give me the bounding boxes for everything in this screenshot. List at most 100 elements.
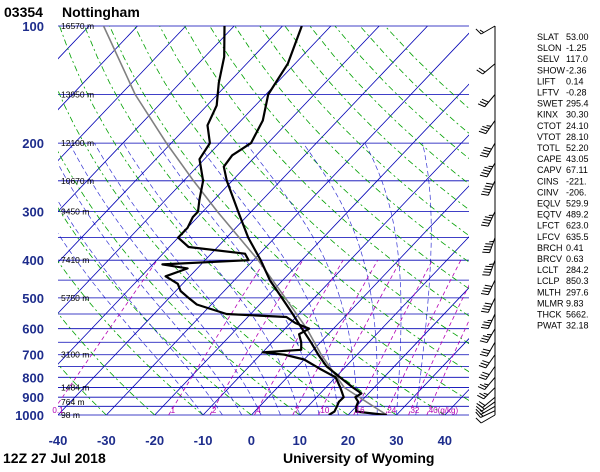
height-label: 10670 m — [61, 176, 94, 186]
mixing-ratio-line — [254, 259, 344, 415]
wind-barb-feather — [482, 308, 490, 311]
index-name: LCLT — [537, 265, 559, 275]
mixing-ratio-label: 10 — [320, 406, 329, 415]
index-value: 623.0 — [566, 221, 589, 231]
wind-barb-feather — [478, 401, 486, 406]
wind-barb-feather — [484, 146, 492, 150]
index-value: -1.25 — [566, 43, 587, 53]
wind-barb-feather — [485, 243, 493, 245]
wind-barb — [479, 142, 496, 158]
mixing-ratio-line — [408, 284, 469, 415]
wind-barb-feather — [479, 353, 488, 357]
wind-barb-staff — [487, 313, 496, 329]
index-value: 284.2 — [566, 265, 589, 275]
mixing-ratio-line — [426, 319, 469, 415]
index-value: -221. — [566, 176, 587, 186]
index-value: 489.2 — [566, 210, 589, 220]
wind-barb-feather — [481, 98, 489, 103]
pressure-tick-label: 600 — [22, 322, 44, 337]
wind-barb-feather — [482, 360, 490, 364]
index-value: 297.6 — [566, 287, 589, 297]
wind-barb-feather — [482, 348, 491, 352]
index-name: LFCV — [537, 232, 560, 242]
wind-barb-staff — [486, 328, 496, 343]
dry-adiabat-line — [58, 89, 349, 415]
isotherm-line — [58, 26, 187, 162]
mixing-ratio-line — [58, 259, 158, 405]
mixing-ratio-lines — [58, 259, 469, 415]
wind-barb — [477, 387, 496, 400]
index-name: THCK — [537, 310, 562, 320]
wind-barb-feather — [480, 326, 489, 329]
dry-adiabat-line — [309, 26, 469, 185]
isotherm-line — [299, 236, 469, 415]
wind-barb-feather — [480, 224, 489, 227]
index-name: LCLP — [537, 276, 560, 286]
parcel-trace — [102, 26, 388, 415]
index-value: -0.28 — [566, 88, 587, 98]
wind-barb-feather — [482, 190, 490, 194]
pressure-tick-label: 500 — [22, 291, 44, 306]
isotherm-line — [58, 26, 235, 213]
height-label: 5750 m — [61, 293, 89, 303]
dry-adiabat-line — [58, 363, 107, 415]
index-value: -2.36 — [566, 65, 587, 75]
wind-barb — [476, 63, 496, 75]
height-label: 764 m — [61, 397, 85, 407]
temperature-tick-label: 30 — [389, 433, 403, 448]
index-value: 0.63 — [566, 254, 584, 264]
wind-barb-feather — [483, 248, 491, 251]
index-value: -206. — [566, 187, 587, 197]
isotherm-line — [202, 134, 469, 415]
wind-barb — [475, 401, 496, 412]
dry-adiabat-line — [58, 207, 252, 415]
wind-barb-staff — [486, 162, 496, 178]
moist-adiabat-line — [94, 142, 281, 415]
wind-barb-staff — [487, 180, 496, 196]
wind-barb-feather — [480, 362, 488, 366]
index-value: 43.05 — [566, 154, 589, 164]
moist-adiabat-line — [58, 162, 243, 415]
mixing-ratio-line — [209, 259, 304, 415]
wind-barb — [480, 313, 496, 329]
wind-barb-feather — [482, 169, 491, 173]
mixing-ratio-label: 16 — [356, 406, 365, 415]
wind-barb-staff — [485, 120, 496, 134]
wind-barb-feather — [489, 240, 494, 243]
wind-barb-feather — [484, 166, 492, 170]
pressure-tick-label: 300 — [22, 205, 44, 220]
wind-barb-feather — [482, 290, 490, 293]
height-label: 7410 m — [61, 255, 89, 265]
index-name: LFCT — [537, 221, 560, 231]
station-name: Nottingham — [62, 4, 140, 20]
index-value: 30.30 — [566, 110, 589, 120]
wind-barb-feather — [482, 274, 490, 276]
wind-barb-feather — [484, 284, 493, 287]
wind-barb-feather — [486, 125, 492, 127]
pressure-tick-label: 200 — [22, 136, 44, 151]
wind-barb-feather — [483, 188, 491, 191]
pressure-tick-label: 900 — [22, 390, 44, 405]
moist-adiabat-line — [197, 142, 339, 415]
index-name: VTOT — [537, 132, 561, 142]
station-id: 03354 — [4, 4, 43, 20]
index-value: 117.0 — [566, 54, 588, 64]
wind-barb-feather — [480, 374, 488, 378]
wind-barb-feather — [477, 386, 485, 391]
wind-barb — [480, 297, 496, 313]
index-value: 28.10 — [566, 132, 589, 142]
dry-adiabat-line — [259, 26, 469, 237]
temperature-tick-label: 20 — [341, 433, 355, 448]
index-name: CINV — [537, 187, 559, 197]
wind-barb-feather — [478, 130, 486, 135]
index-name: SLAT — [537, 32, 559, 42]
wind-barb-feather — [481, 337, 489, 341]
index-name: BRCH — [537, 243, 563, 253]
index-name: SHOW — [537, 65, 566, 75]
wind-barb-feather — [475, 406, 483, 412]
dry-adiabat-line — [234, 26, 469, 263]
index-name: LIFT — [537, 76, 556, 86]
dry-adiabat-lines — [58, 26, 469, 415]
wind-barb-feather — [475, 417, 482, 424]
mixing-ratio-labels: 0.1 1 2 4 7 10 16 24 32 40(g/kg) — [52, 406, 458, 415]
